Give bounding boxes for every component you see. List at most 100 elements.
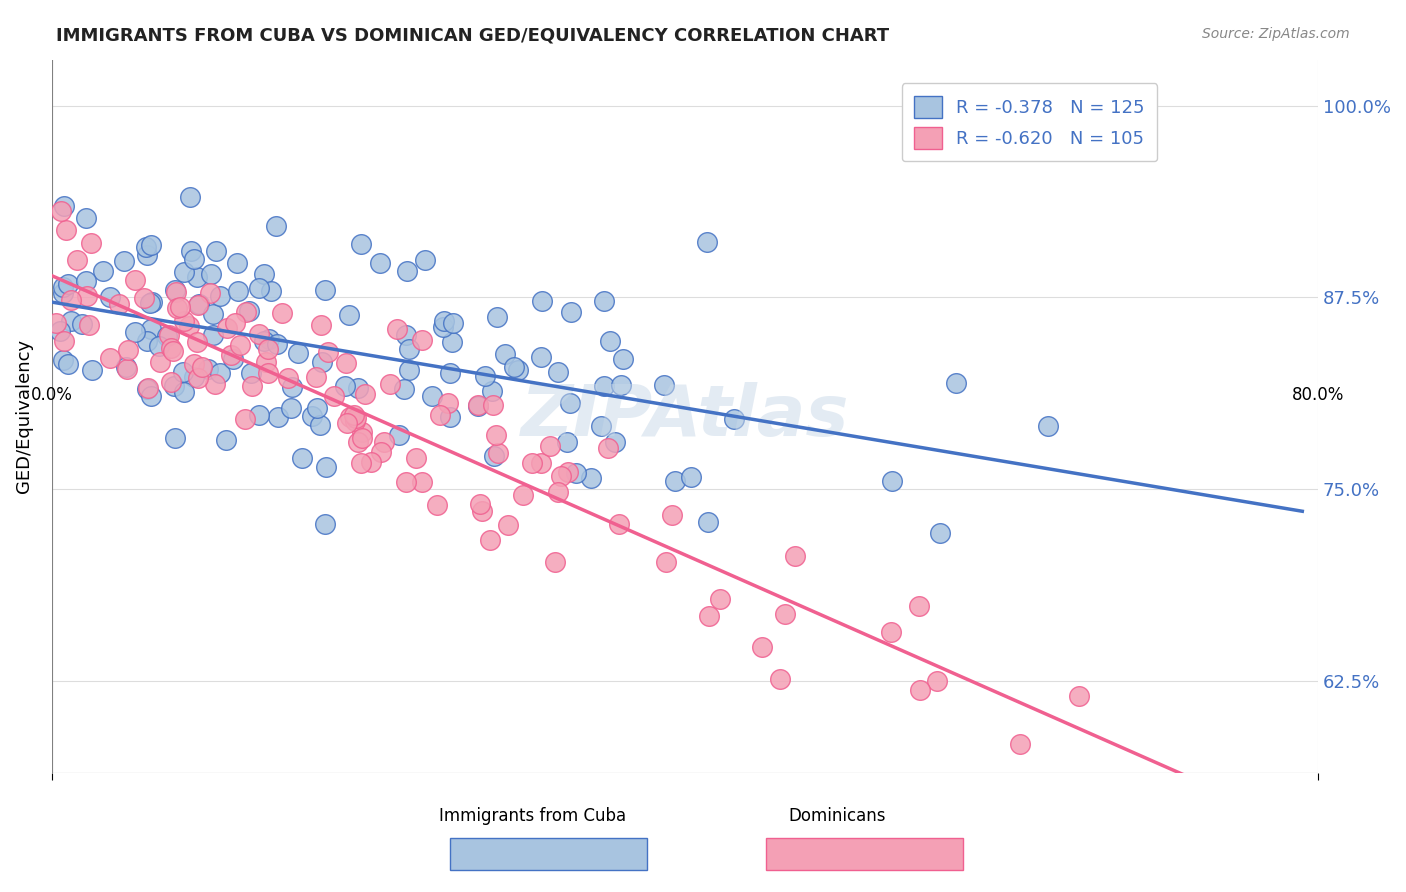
Point <box>183 252 205 267</box>
Point <box>530 456 553 470</box>
Point <box>929 526 952 541</box>
Point <box>52 199 75 213</box>
Point <box>281 380 304 394</box>
Point <box>380 376 402 391</box>
Point <box>202 307 225 321</box>
Point <box>696 235 718 249</box>
Point <box>141 237 163 252</box>
Point <box>226 256 249 270</box>
Point <box>557 465 579 479</box>
Point <box>522 456 544 470</box>
Point <box>157 327 180 342</box>
Point <box>336 417 359 431</box>
Point <box>1067 689 1090 703</box>
Point <box>506 363 529 377</box>
Point <box>222 352 245 367</box>
Point <box>484 427 506 442</box>
Point <box>354 387 377 401</box>
Text: 0.0%: 0.0% <box>31 385 73 404</box>
Point <box>385 322 408 336</box>
Point <box>79 318 101 333</box>
Point <box>530 351 553 365</box>
Point <box>91 263 114 277</box>
Point <box>773 607 796 622</box>
Point <box>256 342 278 356</box>
Point <box>467 398 489 412</box>
Point <box>257 367 280 381</box>
Point <box>314 283 336 297</box>
Point <box>339 409 361 424</box>
Point <box>253 267 276 281</box>
Point <box>420 388 443 402</box>
Point <box>200 285 222 300</box>
Point <box>305 370 328 384</box>
Point <box>349 237 371 252</box>
Point <box>486 446 509 460</box>
Point <box>503 360 526 375</box>
Text: 80.0%: 80.0% <box>1292 385 1344 404</box>
Point <box>709 591 731 606</box>
Point <box>56 277 79 291</box>
Point <box>135 334 157 348</box>
Point <box>481 384 503 398</box>
Text: IMMIGRANTS FROM CUBA VS DOMINICAN GED/EQUIVALENCY CORRELATION CHART: IMMIGRANTS FROM CUBA VS DOMINICAN GED/EQ… <box>56 27 890 45</box>
Point <box>266 337 288 351</box>
Point <box>80 235 103 250</box>
Point <box>339 308 361 322</box>
Point <box>882 474 904 488</box>
Point <box>180 244 202 258</box>
Point <box>437 396 460 410</box>
Point <box>235 305 257 319</box>
Point <box>149 355 172 369</box>
Text: ZIPAtlas: ZIPAtlas <box>520 382 849 451</box>
Point <box>108 297 131 311</box>
Point <box>474 368 496 383</box>
Point <box>148 339 170 353</box>
Point <box>411 475 433 489</box>
Point <box>439 409 461 424</box>
Point <box>309 318 332 333</box>
Point <box>219 349 242 363</box>
Point <box>432 319 454 334</box>
Point <box>343 414 366 428</box>
Point <box>333 379 356 393</box>
Point <box>395 475 418 489</box>
Point <box>697 516 720 530</box>
Point <box>139 296 162 310</box>
Point <box>395 327 418 342</box>
Point <box>301 409 323 423</box>
Point <box>135 247 157 261</box>
Point <box>247 281 270 295</box>
Point <box>395 264 418 278</box>
Point <box>124 273 146 287</box>
Point <box>98 351 121 366</box>
Point <box>925 673 948 688</box>
Point <box>173 265 195 279</box>
Point <box>352 425 374 440</box>
Point <box>202 328 225 343</box>
Point <box>172 365 194 379</box>
Point <box>226 284 249 298</box>
Point <box>208 366 231 380</box>
Point <box>173 384 195 399</box>
Point <box>58 357 80 371</box>
Point <box>679 470 702 484</box>
Point <box>373 434 395 449</box>
Point <box>162 379 184 393</box>
Point <box>411 333 433 347</box>
Point <box>560 305 582 319</box>
Point <box>215 434 238 448</box>
Point <box>346 435 368 450</box>
Point <box>169 300 191 314</box>
Point <box>494 347 516 361</box>
Point <box>291 451 314 466</box>
Point <box>204 376 226 391</box>
Point <box>132 291 155 305</box>
Point <box>260 284 283 298</box>
Point <box>187 297 209 311</box>
Text: Dominicans: Dominicans <box>789 807 886 825</box>
Point <box>117 361 139 376</box>
Point <box>1008 738 1031 752</box>
Point <box>398 363 420 377</box>
Point <box>392 382 415 396</box>
